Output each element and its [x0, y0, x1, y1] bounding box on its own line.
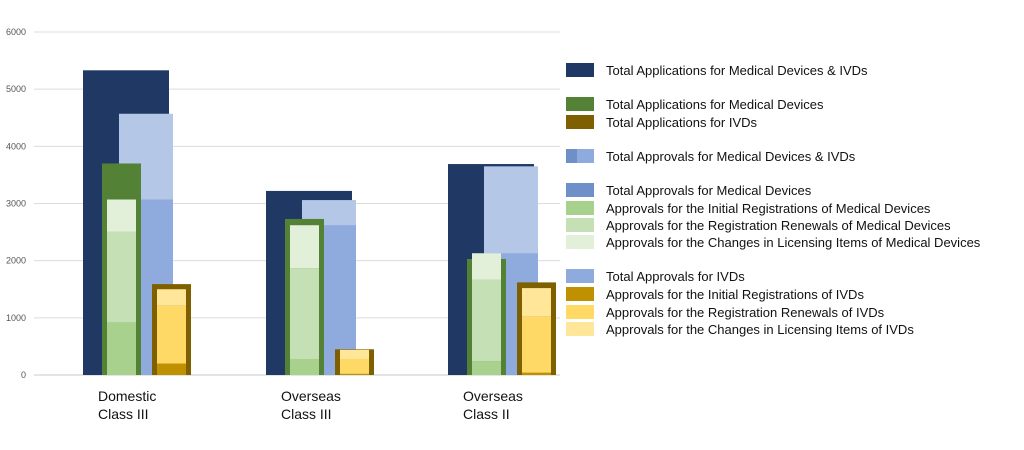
- legend-item-approvals-ivd: Total Approvals for IVDs: [566, 268, 745, 284]
- x-category-label: Class III: [98, 406, 149, 422]
- legend-label: Approvals for the Changes in Licensing I…: [606, 234, 981, 250]
- legend-swatch: [566, 287, 594, 301]
- legend-swatch: [566, 269, 594, 283]
- legend-label: Total Approvals for Medical Devices: [606, 182, 812, 198]
- bar-md-registration-renewals: [472, 279, 501, 362]
- legend-item-ivd-changes: Approvals for the Changes in Licensing I…: [566, 321, 914, 337]
- legend-label: Approvals for the Initial Registrations …: [606, 286, 864, 302]
- legend-swatch: [566, 115, 594, 129]
- bar-ivd-registration-renewals: [157, 305, 186, 364]
- legend-swatch: [566, 201, 594, 215]
- y-tick-label: 0: [21, 370, 26, 380]
- legend-label: Total Applications for Medical Devices: [606, 96, 824, 112]
- bar-md-registration-renewals: [290, 268, 319, 359]
- legend-swatch: [566, 149, 594, 163]
- bar-md-licensing-changes: [107, 199, 136, 232]
- x-category-label: Class II: [463, 406, 510, 422]
- x-category-label: Overseas: [281, 388, 341, 404]
- y-tick-label: 2000: [6, 256, 26, 266]
- legend-item-ivd-initial: Approvals for the Initial Registrations …: [566, 286, 864, 302]
- bar-ivd-registration-renewals: [340, 358, 369, 374]
- legend-item-total-apps: Total Applications for Medical Devices &…: [566, 62, 868, 78]
- legend-swatch: [566, 235, 594, 249]
- legend-item-apps-md: Total Applications for Medical Devices: [566, 96, 824, 112]
- legend-swatch: [566, 183, 594, 197]
- x-category-label: Overseas: [463, 388, 523, 404]
- bar-ivd-initial-registrations: [340, 373, 369, 375]
- legend-label: Total Approvals for IVDs: [606, 268, 745, 284]
- bar-ivd-initial-registrations: [157, 363, 186, 375]
- y-tick-label: 4000: [6, 141, 26, 151]
- y-tick-label: 5000: [6, 84, 26, 94]
- legend-item-md-renewal: Approvals for the Registration Renewals …: [566, 217, 951, 233]
- x-category-label: Class III: [281, 406, 332, 422]
- legend-label: Approvals for the Registration Renewals …: [606, 217, 951, 233]
- bar-md-initial-registrations: [290, 358, 319, 375]
- legend-swatch: [566, 305, 594, 319]
- x-category-label: Domestic: [98, 388, 156, 404]
- bar-md-initial-registrations: [472, 361, 501, 375]
- bar-ivd-licensing-changes: [340, 349, 369, 359]
- legend-swatch: [566, 322, 594, 336]
- legend-label: Total Applications for Medical Devices &…: [606, 62, 868, 78]
- y-tick-label: 3000: [6, 199, 26, 209]
- legend-label: Approvals for the Initial Registrations …: [606, 200, 931, 216]
- bar-md-registration-renewals: [107, 231, 136, 323]
- bar-ivd-initial-registrations: [522, 372, 551, 375]
- legend-swatch: [566, 218, 594, 232]
- legend-item-apps-ivd: Total Applications for IVDs: [566, 114, 757, 130]
- y-tick-label: 6000: [6, 27, 26, 37]
- bar-ivd-licensing-changes: [522, 288, 551, 317]
- bar-ivd-registration-renewals: [522, 316, 551, 373]
- legend-label: Approvals for the Registration Renewals …: [606, 304, 885, 320]
- bar-md-licensing-changes: [290, 225, 319, 269]
- y-tick-label: 1000: [6, 313, 26, 323]
- legend-label: Total Applications for IVDs: [606, 114, 758, 130]
- bar-md-initial-registrations: [107, 322, 136, 375]
- legend-item-md-changes: Approvals for the Changes in Licensing I…: [566, 234, 980, 250]
- legend-swatch: [566, 63, 594, 77]
- legend-item-approvals-md: Total Approvals for Medical Devices: [566, 182, 811, 198]
- legend-swatch: [566, 97, 594, 111]
- bar-chart: 0 1000 2000 3000 4000 5000 6000 Domestic Class I…: [6, 27, 560, 422]
- legend-item-md-initial: Approvals for the Initial Registrations …: [566, 200, 930, 216]
- legend-item-ivd-renewal: Approvals for the Registration Renewals …: [566, 304, 884, 320]
- legend: Total Applications for Medical Devices &…: [566, 0, 1022, 450]
- bar-ivd-licensing-changes: [157, 289, 186, 306]
- bars: [83, 70, 556, 375]
- bar-md-licensing-changes: [472, 253, 501, 280]
- legend-item-total-approvals: Total Approvals for Medical Devices & IV…: [566, 148, 855, 164]
- axis-labels: 0 1000 2000 3000 4000 5000 6000 Domestic Class I…: [6, 27, 523, 422]
- legend-label: Approvals for the Changes in Licensing I…: [606, 321, 914, 337]
- legend-label: Total Approvals for Medical Devices & IV…: [606, 148, 856, 164]
